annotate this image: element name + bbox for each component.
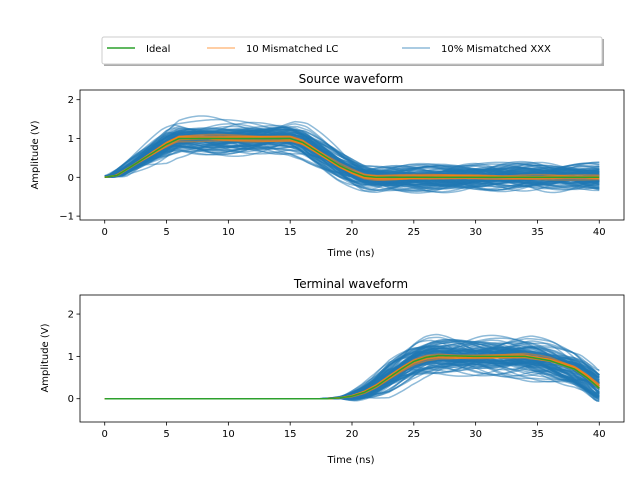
terminal-ytick-label: 1 (68, 352, 74, 363)
source-xtick-label: 10 (222, 227, 235, 238)
source-xtick-label: 5 (163, 227, 169, 238)
source-ytick-label: 1 (68, 134, 74, 145)
source-waveform-plot-area (104, 115, 600, 194)
terminal-xtick-label: 40 (593, 429, 606, 440)
source-series-xxx-run-89 (104, 135, 600, 192)
terminal-xtick-label: 10 (222, 429, 235, 440)
terminal-waveform-ticks: 0 5 10 15 20 25 30 35 40 0 1 2 (68, 310, 606, 440)
source-series-xxx-run-76 (104, 115, 600, 193)
source-xtick-label: 0 (102, 227, 108, 238)
legend-entry-lc: 10 Mismatched LC (207, 44, 338, 55)
source-xtick-label: 40 (593, 227, 606, 238)
terminal-xtick-label: 25 (407, 429, 420, 440)
terminal-ytick-label: 2 (68, 310, 74, 321)
source-waveform-axes: Source waveform 0 5 10 15 20 25 30 35 40 −1 0 1 2 Ti… (30, 72, 625, 259)
source-series-ideal (104, 137, 600, 179)
source-series-xxx-run-99 (104, 128, 600, 190)
source-series-lc-run-9 (104, 133, 600, 182)
terminal-waveform-plot-area (104, 333, 600, 403)
source-xtick-label: 25 (407, 227, 420, 238)
source-series-xxx-run-91 (104, 130, 600, 185)
legend-label-xxx: 10% Mismatched XXX (441, 44, 551, 55)
source-series-xxx-run-94 (104, 135, 600, 190)
legend-label-ideal: Ideal (146, 44, 170, 55)
source-waveform-xlabel: Time (ns) (326, 248, 374, 259)
terminal-waveform-xlabel: Time (ns) (326, 455, 374, 466)
legend-label-lc: 10 Mismatched LC (246, 44, 338, 55)
legend: Ideal 10 Mismatched LC 10% Mismatched XX… (101, 36, 604, 66)
terminal-xtick-label: 15 (284, 429, 297, 440)
source-ytick-label: −1 (59, 212, 74, 223)
source-waveform-ticks: 0 5 10 15 20 25 30 35 40 −1 0 1 2 (59, 95, 605, 238)
terminal-xtick-label: 5 (163, 429, 169, 440)
source-xtick-label: 30 (469, 227, 482, 238)
terminal-ytick-label: 0 (68, 394, 74, 405)
source-waveform-title: Source waveform (299, 72, 404, 86)
terminal-xtick-label: 30 (469, 429, 482, 440)
source-ytick-label: 2 (68, 95, 74, 106)
terminal-xtick-label: 0 (102, 429, 108, 440)
legend-box (101, 36, 603, 65)
terminal-waveform-axes: Terminal waveform 0 5 10 15 20 25 30 35 40 0 1 2 Ti… (40, 277, 625, 466)
legend-entry-xxx: 10% Mismatched XXX (402, 44, 551, 55)
terminal-waveform-ylabel: Amplitude (V) (40, 323, 51, 392)
source-series-xxx-run-97 (104, 141, 600, 187)
terminal-xtick-label: 20 (346, 429, 359, 440)
source-xtick-label: 20 (346, 227, 359, 238)
source-xtick-label: 15 (284, 227, 297, 238)
source-xtick-label: 35 (531, 227, 544, 238)
terminal-waveform-title: Terminal waveform (293, 277, 408, 291)
source-ytick-label: 0 (68, 173, 74, 184)
legend-entry-ideal: Ideal (107, 44, 170, 55)
source-waveform-ylabel: Amplitude (V) (30, 120, 41, 189)
terminal-xtick-label: 35 (531, 429, 544, 440)
terminal-series-ideal (104, 354, 600, 400)
